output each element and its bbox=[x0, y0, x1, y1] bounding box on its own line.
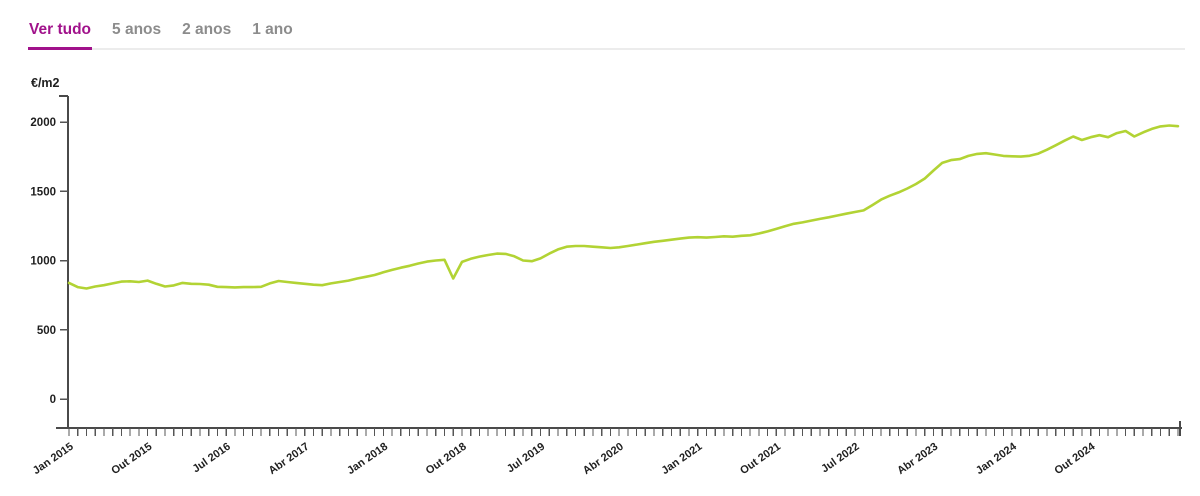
x-tick-label: Out 2018 bbox=[424, 441, 469, 477]
x-tick-label: Out 2015 bbox=[109, 441, 154, 477]
x-tick-label: Jan 2021 bbox=[659, 441, 704, 477]
y-tick-label: 500 bbox=[37, 325, 56, 337]
time-range-tabbar: Ver tudo 5 anos 2 anos 1 ano bbox=[28, 19, 1185, 50]
tab-5-anos[interactable]: 5 anos bbox=[112, 21, 162, 38]
y-tick-label: 1000 bbox=[30, 256, 56, 268]
x-tick-label: Abr 2020 bbox=[581, 441, 626, 477]
x-tick-label: Abr 2017 bbox=[267, 441, 312, 477]
x-tick-label: Out 2021 bbox=[738, 441, 783, 477]
y-tick-label: 0 bbox=[50, 394, 56, 406]
x-tick-label: Abr 2023 bbox=[895, 441, 940, 477]
x-tick-label: Jan 2018 bbox=[345, 441, 390, 477]
x-tick-label: Jul 2016 bbox=[190, 441, 232, 476]
y-ticks: 0 500 1000 1500 2000 bbox=[30, 117, 68, 406]
y-axis-unit-label: €/m2 bbox=[31, 76, 60, 90]
y-tick-label: 2000 bbox=[30, 117, 56, 129]
tab-2-anos[interactable]: 2 anos bbox=[182, 21, 232, 38]
x-tick-label: Jan 2015 bbox=[31, 441, 76, 477]
x-tick-label: Out 2024 bbox=[1052, 440, 1098, 477]
tab-1-ano[interactable]: 1 ano bbox=[252, 21, 293, 38]
x-tick-labels: Jan 2015 Out 2015 Jul 2016 Abr 2017 Jan 2018… bbox=[31, 440, 1098, 477]
x-tick-label: Jul 2022 bbox=[819, 441, 861, 476]
axes bbox=[56, 95, 1182, 436]
x-tick-label: Jul 2019 bbox=[505, 441, 547, 476]
y-tick-label: 1500 bbox=[30, 186, 56, 198]
x-tick-label: Jan 2024 bbox=[974, 440, 1020, 477]
x-ticks bbox=[68, 428, 1179, 436]
tab-ver-tudo[interactable]: Ver tudo bbox=[28, 19, 93, 50]
price-line bbox=[67, 124, 1180, 290]
